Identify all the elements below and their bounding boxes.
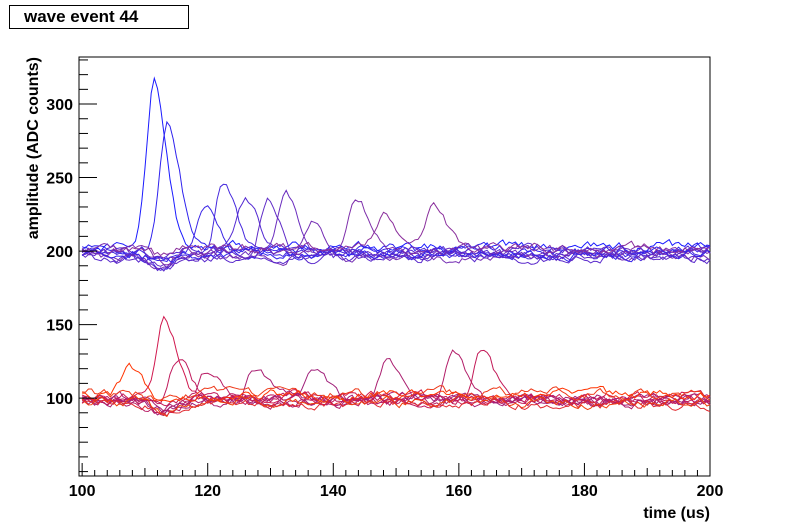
waveform-trace bbox=[81, 76, 711, 255]
chart-title: wave event 44 bbox=[9, 5, 189, 29]
waveform-trace bbox=[81, 357, 711, 416]
y-axis-label: amplitude (ADC counts) bbox=[25, 57, 42, 239]
waveform-trace bbox=[81, 349, 711, 407]
waveform-trace bbox=[81, 393, 711, 418]
waveform-trace bbox=[81, 315, 711, 405]
y-ticks: 100 150 200 250 300 bbox=[46, 59, 97, 473]
y-tick-label: 100 bbox=[46, 391, 73, 408]
x-tick-label: 160 bbox=[446, 483, 473, 500]
waveform-trace bbox=[81, 396, 711, 417]
y-tick-label: 200 bbox=[46, 244, 73, 261]
x-axis-label: time (us) bbox=[643, 505, 710, 522]
x-tick-label: 100 bbox=[69, 483, 96, 500]
x-tick-label: 120 bbox=[194, 483, 221, 500]
y-tick-label: 250 bbox=[46, 171, 73, 188]
waveform-trace bbox=[81, 120, 711, 260]
waveform-trace bbox=[82, 362, 711, 403]
y-tick-label: 150 bbox=[46, 318, 73, 335]
waveform-trace bbox=[81, 189, 711, 261]
y-tick-label: 300 bbox=[46, 97, 73, 114]
waveform-trace bbox=[81, 201, 711, 257]
waveform-trace bbox=[82, 385, 711, 402]
waveform-trace bbox=[81, 349, 711, 414]
traces-layer bbox=[81, 76, 711, 418]
waveform-trace bbox=[81, 220, 711, 270]
waveform-trace bbox=[81, 183, 711, 271]
x-tick-label: 200 bbox=[697, 483, 724, 500]
x-ticks: 100 120 140 160 180 200 bbox=[69, 463, 724, 500]
x-tick-label: 180 bbox=[571, 483, 598, 500]
x-tick-label: 140 bbox=[320, 483, 347, 500]
waveform-trace bbox=[82, 250, 711, 272]
plot-frame bbox=[78, 56, 711, 477]
